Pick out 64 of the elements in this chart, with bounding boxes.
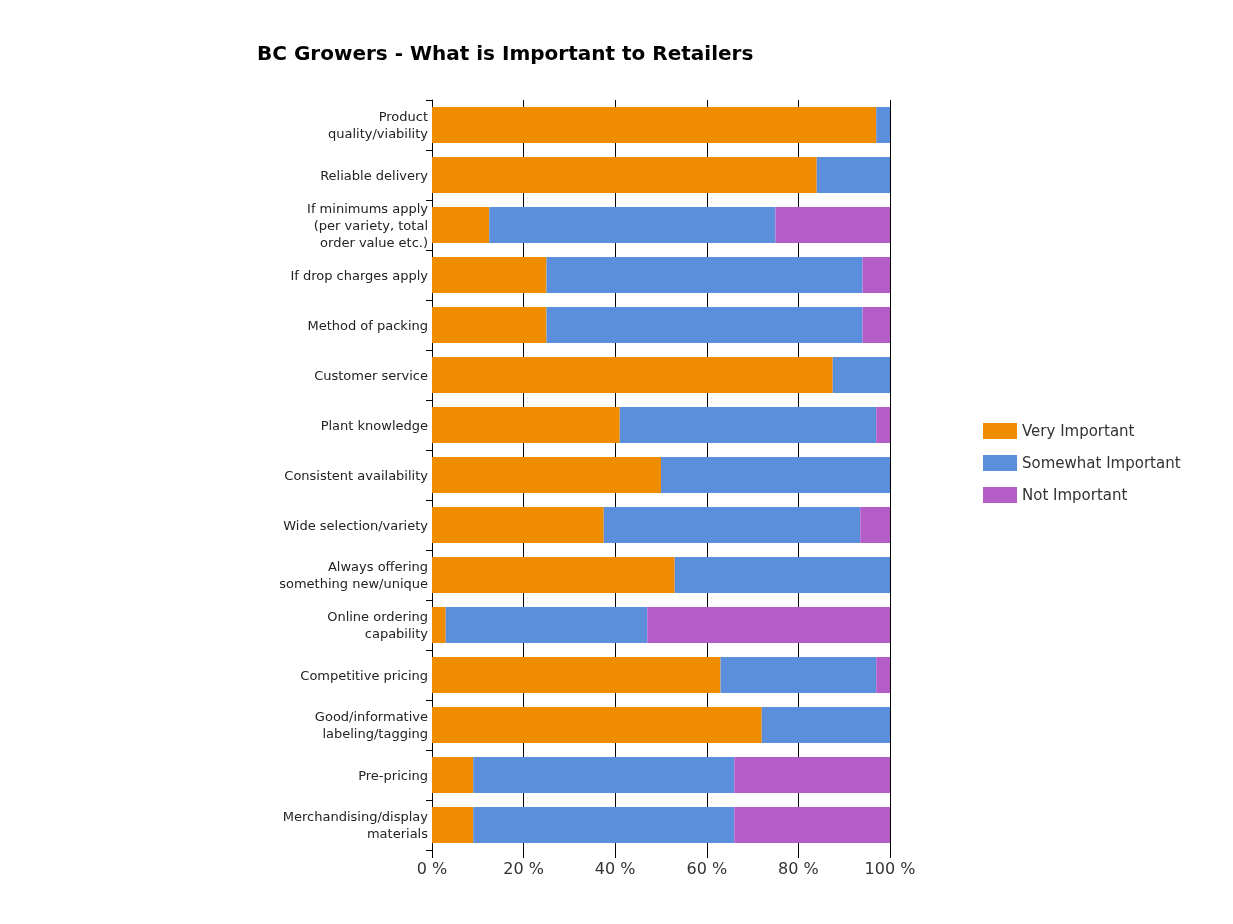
y-tick-label: Merchandising/display materials	[282, 809, 429, 841]
bar	[432, 257, 547, 293]
bar	[734, 807, 890, 843]
bar	[876, 407, 890, 443]
bar	[761, 707, 890, 743]
y-tick-label: Reliable delivery	[320, 167, 429, 183]
bar	[432, 707, 762, 743]
bar	[432, 107, 877, 143]
y-tick-label: Product quality/viability	[327, 109, 429, 141]
y-tick-label: If drop charges apply	[290, 267, 429, 283]
bar	[603, 507, 861, 543]
legend-label: Not Important	[1022, 486, 1128, 504]
y-tick-label: Online ordering capability	[327, 609, 429, 641]
y-tick-label: Wide selection/variety	[283, 517, 429, 533]
x-tick-label: 60 %	[686, 858, 728, 878]
bar	[832, 357, 890, 393]
y-tick-label: Always offering something new/unique	[279, 559, 428, 591]
bar	[862, 307, 890, 343]
bar	[489, 207, 776, 243]
bar	[432, 407, 620, 443]
bar	[775, 207, 890, 243]
bar	[432, 457, 661, 493]
bar	[816, 157, 890, 193]
legend-label: Very Important	[1022, 422, 1135, 440]
bar	[674, 557, 890, 593]
bar	[445, 607, 648, 643]
x-tick-label: 80 %	[778, 858, 819, 878]
y-tick-label: Method of packing	[307, 317, 428, 333]
bar	[432, 307, 547, 343]
x-tick-label: 100 %	[864, 858, 916, 878]
y-tick-label: Customer service	[314, 367, 428, 383]
x-tick-label: 40 %	[594, 858, 636, 878]
bar	[432, 757, 474, 793]
bar	[876, 657, 890, 693]
y-tick-label: Pre-pricing	[358, 767, 428, 783]
bar	[862, 257, 890, 293]
bar	[473, 807, 735, 843]
bar	[647, 607, 890, 643]
y-tick-label: If minimums apply (per variety, total order value etc.)	[307, 200, 429, 250]
chart-title: BC Growers - What is Important to Retailers	[257, 41, 754, 65]
bar	[661, 457, 890, 493]
x-tick-label: 20 %	[503, 858, 544, 878]
bar	[432, 807, 474, 843]
bar	[546, 307, 863, 343]
y-tick-label: Competitive pricing	[300, 667, 428, 683]
bar	[432, 557, 675, 593]
bar	[619, 407, 877, 443]
y-tick-label: Good/informative labeling/tagging	[314, 709, 428, 741]
y-tick-label: Consistent availability	[284, 467, 429, 483]
bar	[432, 157, 817, 193]
bar	[860, 507, 890, 543]
y-tick-label: Plant knowledge	[320, 417, 428, 433]
bar	[546, 257, 863, 293]
x-tick-label: 0 %	[416, 858, 448, 878]
bar	[432, 607, 446, 643]
bar	[734, 757, 890, 793]
bar	[473, 757, 735, 793]
bar	[432, 657, 721, 693]
bar	[876, 107, 890, 143]
legend-label: Somewhat Important	[1022, 454, 1181, 472]
bar	[432, 357, 833, 393]
bar	[720, 657, 877, 693]
bar	[432, 507, 604, 543]
bar	[432, 207, 490, 243]
